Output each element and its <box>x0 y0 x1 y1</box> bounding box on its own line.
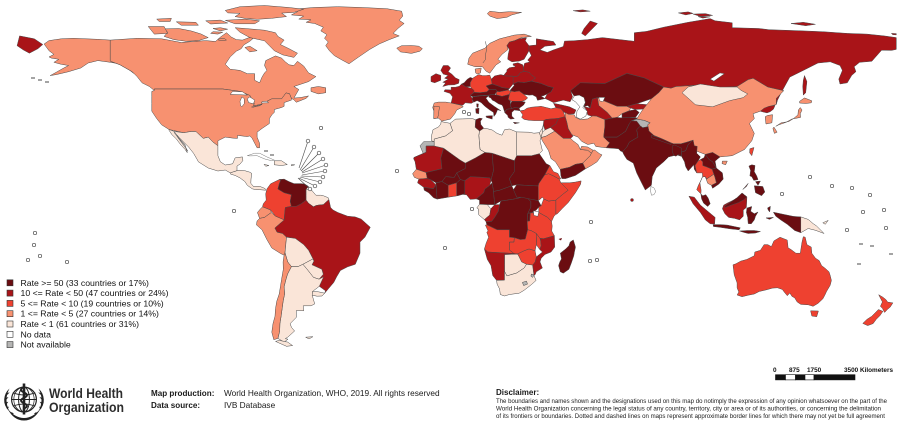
svg-text:Not available: Not available <box>21 340 71 350</box>
svg-text:Organization: Organization <box>49 400 124 415</box>
svg-text:1750: 1750 <box>807 367 822 374</box>
svg-text:Rate < 1 (61 countries or 31%): Rate < 1 (61 countries or 31%) <box>21 319 140 329</box>
svg-text:World Health: World Health <box>49 386 123 401</box>
svg-text:10 <= Rate < 50 (47 countries: 10 <= Rate < 50 (47 countries or 24%) <box>21 288 169 298</box>
svg-text:0: 0 <box>773 367 777 374</box>
svg-text:1 <= Rate < 5 (27 countries or: 1 <= Rate < 5 (27 countries or 14%) <box>21 309 159 319</box>
svg-text:5 <= Rate < 10 (19 countries o: 5 <= Rate < 10 (19 countries or 10%) <box>21 298 164 308</box>
svg-text:875: 875 <box>789 367 800 374</box>
svg-text:Disclaimer:: Disclaimer: <box>496 388 539 397</box>
svg-text:3500 Kilometers: 3500 Kilometers <box>844 367 893 374</box>
svg-text:No data: No data <box>21 329 52 339</box>
svg-text:Map production:: Map production: <box>151 389 214 398</box>
svg-text:World Health Organization conc: World Health Organization concerning the… <box>496 406 881 413</box>
svg-text:of its frontiers or boundaries: of its frontiers or boundaries. Dotted a… <box>496 413 885 420</box>
svg-text:Rate >= 50 (33 countries or 17: Rate >= 50 (33 countries or 17%) <box>21 278 150 288</box>
svg-text:IVB Database: IVB Database <box>224 400 276 410</box>
svg-text:World Health Organization, WHO: World Health Organization, WHO, 2019. Al… <box>224 388 440 398</box>
svg-text:Data source:: Data source: <box>151 401 200 410</box>
svg-text:The boundaries and names shown: The boundaries and names shown and the d… <box>496 398 887 405</box>
